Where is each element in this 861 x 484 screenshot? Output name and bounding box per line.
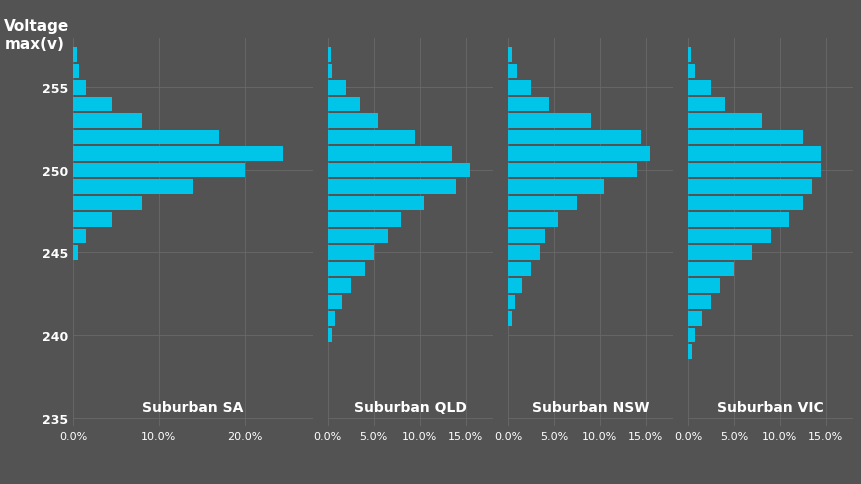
- Bar: [687, 246, 752, 260]
- Bar: [507, 48, 511, 62]
- Bar: [507, 64, 517, 79]
- Bar: [73, 163, 245, 178]
- Bar: [327, 295, 341, 310]
- Bar: [687, 196, 802, 211]
- Bar: [687, 212, 788, 227]
- Bar: [507, 147, 649, 161]
- Bar: [73, 147, 282, 161]
- Bar: [327, 180, 455, 194]
- Bar: [327, 246, 374, 260]
- Bar: [327, 147, 451, 161]
- Bar: [327, 114, 378, 128]
- Bar: [73, 246, 77, 260]
- Bar: [687, 295, 710, 310]
- Bar: [73, 130, 219, 145]
- Bar: [73, 48, 77, 62]
- Bar: [687, 345, 691, 359]
- Bar: [687, 328, 695, 343]
- Bar: [507, 180, 604, 194]
- Bar: [507, 163, 635, 178]
- Bar: [507, 279, 521, 293]
- Bar: [507, 196, 576, 211]
- Bar: [507, 246, 540, 260]
- Bar: [507, 295, 515, 310]
- Bar: [73, 229, 86, 243]
- Bar: [327, 163, 469, 178]
- Bar: [327, 328, 332, 343]
- Bar: [73, 114, 141, 128]
- Text: Suburban QLD: Suburban QLD: [354, 400, 467, 414]
- Text: Voltage
max(v): Voltage max(v): [4, 19, 70, 52]
- Bar: [73, 64, 79, 79]
- Bar: [507, 212, 558, 227]
- Bar: [327, 81, 346, 95]
- Bar: [73, 212, 112, 227]
- Bar: [687, 114, 760, 128]
- Text: Suburban SA: Suburban SA: [142, 400, 244, 414]
- Bar: [507, 97, 548, 112]
- Bar: [687, 262, 733, 277]
- Bar: [687, 48, 690, 62]
- Bar: [327, 279, 350, 293]
- Bar: [687, 312, 701, 326]
- Bar: [507, 312, 511, 326]
- Bar: [687, 279, 719, 293]
- Bar: [327, 97, 360, 112]
- Bar: [327, 196, 424, 211]
- Bar: [687, 163, 821, 178]
- Bar: [73, 196, 141, 211]
- Bar: [687, 180, 811, 194]
- Bar: [687, 81, 710, 95]
- Bar: [687, 64, 695, 79]
- Bar: [507, 262, 530, 277]
- Bar: [327, 130, 415, 145]
- Bar: [507, 130, 641, 145]
- Bar: [687, 97, 724, 112]
- Bar: [687, 229, 770, 243]
- Bar: [327, 48, 330, 62]
- Text: Suburban NSW: Suburban NSW: [531, 400, 648, 414]
- Bar: [327, 262, 364, 277]
- Bar: [73, 180, 193, 194]
- Bar: [73, 97, 112, 112]
- Bar: [507, 229, 544, 243]
- Bar: [327, 312, 335, 326]
- Bar: [73, 81, 86, 95]
- Bar: [687, 130, 802, 145]
- Bar: [507, 81, 530, 95]
- Text: Suburban VIC: Suburban VIC: [716, 400, 823, 414]
- Bar: [687, 147, 821, 161]
- Bar: [327, 229, 387, 243]
- Bar: [507, 114, 590, 128]
- Bar: [327, 64, 332, 79]
- Bar: [327, 212, 401, 227]
